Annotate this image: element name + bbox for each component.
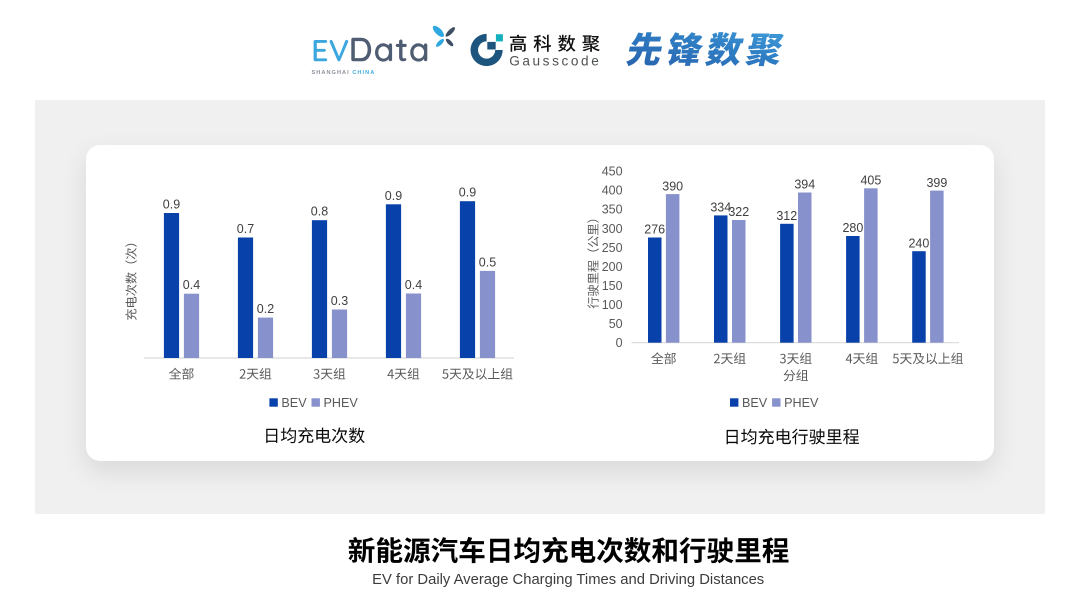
svg-text:0.4: 0.4 (183, 278, 200, 292)
svg-text:150: 150 (602, 279, 623, 293)
svg-text:200: 200 (602, 260, 623, 274)
svg-text:Gausscode: Gausscode (509, 53, 601, 68)
svg-text:350: 350 (602, 203, 623, 217)
svg-text:280: 280 (842, 221, 863, 235)
svg-text:322: 322 (728, 205, 749, 219)
svg-text:405: 405 (860, 174, 881, 188)
svg-text:0: 0 (616, 336, 623, 350)
svg-text:0.9: 0.9 (385, 189, 402, 203)
svg-text:BEV: BEV (742, 396, 768, 410)
svg-text:450: 450 (602, 165, 623, 179)
svg-text:0.2: 0.2 (257, 302, 274, 316)
svg-text:PHEV: PHEV (324, 396, 359, 410)
svg-text:300: 300 (602, 222, 623, 236)
svg-text:100: 100 (602, 298, 623, 312)
svg-text:240: 240 (908, 236, 929, 250)
svg-text:0.5: 0.5 (479, 255, 496, 269)
svg-text:EV for Daily Average Charging: EV for Daily Average Charging Times and … (372, 572, 764, 588)
svg-text:0.3: 0.3 (331, 294, 348, 308)
svg-text:334: 334 (710, 201, 731, 215)
svg-text:399: 399 (926, 176, 947, 190)
svg-text:312: 312 (776, 209, 797, 223)
svg-text:400: 400 (602, 184, 623, 198)
svg-text:PHEV: PHEV (784, 396, 819, 410)
svg-text:BEV: BEV (281, 396, 307, 410)
svg-text:390: 390 (662, 179, 683, 193)
svg-text:276: 276 (644, 223, 665, 237)
svg-text:50: 50 (609, 317, 623, 331)
svg-text:394: 394 (794, 178, 815, 192)
svg-text:SHANGHAI CHINA: SHANGHAI CHINA (312, 70, 376, 76)
svg-text:0.8: 0.8 (311, 205, 328, 219)
svg-text:0.4: 0.4 (405, 278, 422, 292)
svg-text:0.9: 0.9 (163, 198, 180, 212)
svg-text:0.7: 0.7 (237, 222, 254, 236)
svg-text:0.9: 0.9 (459, 186, 476, 200)
svg-text:250: 250 (602, 241, 623, 255)
